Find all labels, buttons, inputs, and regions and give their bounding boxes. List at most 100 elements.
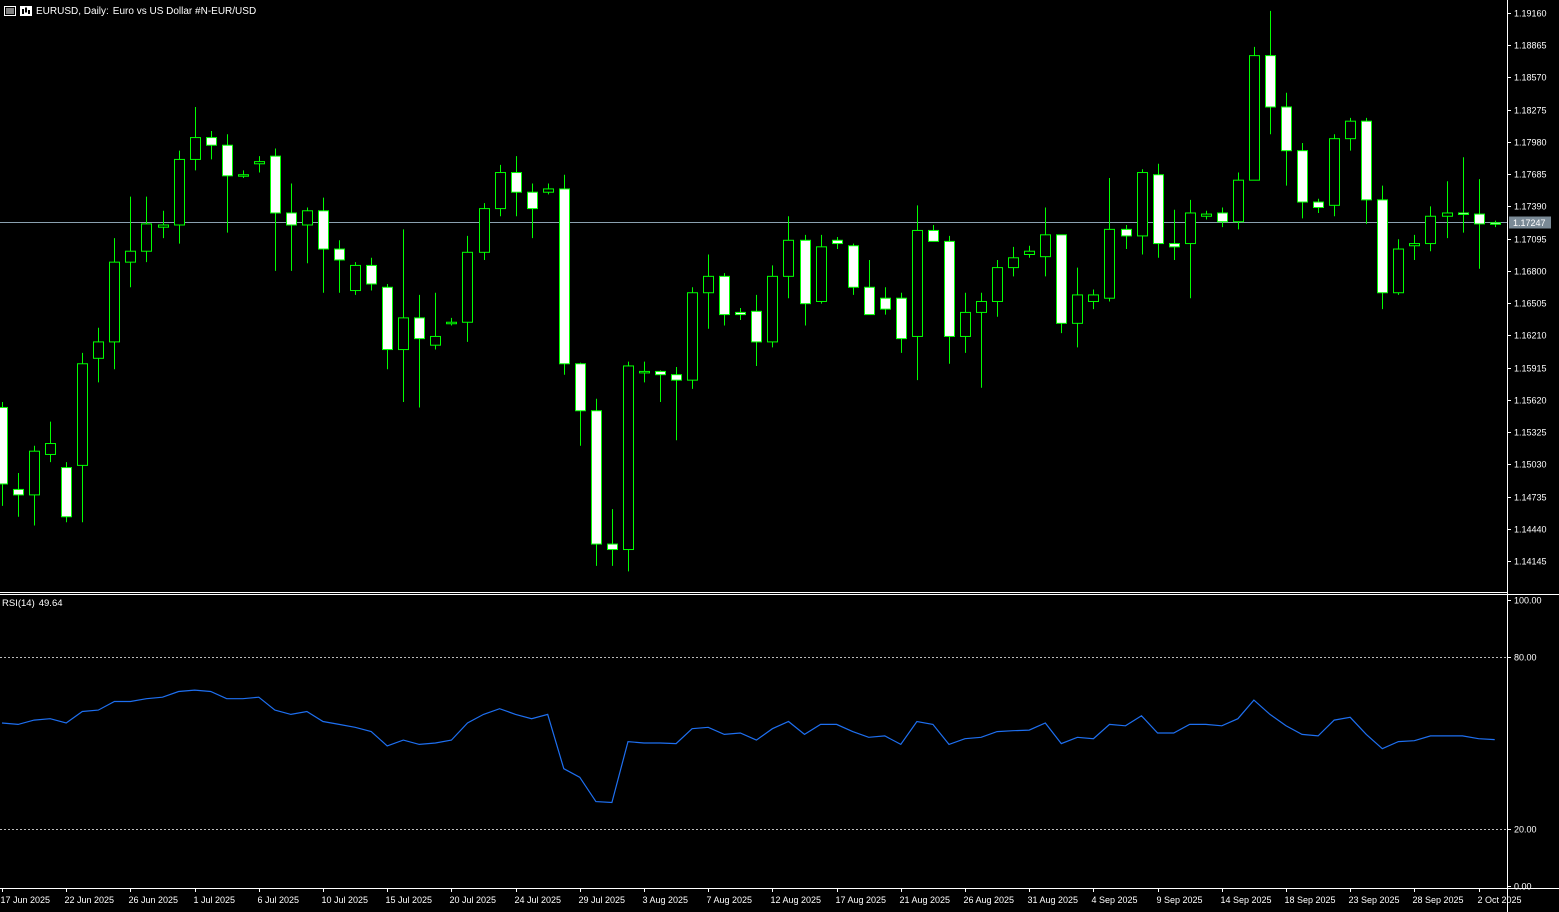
candle-bull[interactable]: [1345, 120, 1356, 140]
candle-bear[interactable]: [655, 370, 666, 376]
candle-bear[interactable]: [928, 229, 939, 242]
time-tick-label: 17 Jun 2025: [1, 895, 51, 905]
candle-bear[interactable]: [800, 239, 811, 305]
candle-bull[interactable]: [302, 210, 313, 226]
candle-bull[interactable]: [93, 341, 104, 359]
candle-bear[interactable]: [1217, 212, 1228, 223]
candle-bull[interactable]: [783, 239, 794, 277]
candle-bull[interactable]: [1249, 55, 1260, 181]
candle-bull[interactable]: [350, 264, 361, 292]
candle-bull[interactable]: [1008, 257, 1019, 269]
candle-bear[interactable]: [1361, 120, 1372, 201]
candle-bull[interactable]: [1185, 212, 1196, 245]
candle-bear[interactable]: [751, 310, 762, 343]
candle-bear[interactable]: [0, 406, 8, 485]
candle-bull[interactable]: [976, 300, 987, 313]
candle-bear[interactable]: [735, 311, 746, 316]
candlestick-chart-icon[interactable]: [20, 6, 32, 16]
candle-bull[interactable]: [190, 137, 201, 160]
candle-bear[interactable]: [559, 188, 570, 365]
candle-bear[interactable]: [1490, 222, 1501, 225]
candle-bear[interactable]: [1169, 243, 1180, 248]
candle-bull[interactable]: [623, 365, 634, 551]
candle-bull[interactable]: [158, 224, 169, 228]
candle-bull[interactable]: [543, 188, 554, 193]
candle-bear[interactable]: [719, 275, 730, 316]
candle-bull[interactable]: [1393, 248, 1404, 294]
candle-bear[interactable]: [896, 297, 907, 340]
candle-bear[interactable]: [61, 467, 72, 518]
candle-bear[interactable]: [1297, 150, 1308, 203]
candle-bull[interactable]: [816, 246, 827, 302]
candle-bull[interactable]: [398, 317, 409, 351]
candle-bull[interactable]: [1024, 250, 1035, 255]
candle-bear[interactable]: [511, 172, 522, 193]
candle-bear[interactable]: [591, 410, 602, 545]
candle-bull[interactable]: [912, 229, 923, 337]
candle-bear[interactable]: [880, 297, 891, 310]
candle-bull[interactable]: [1425, 215, 1436, 245]
candle-bear[interactable]: [318, 210, 329, 250]
candle-bear[interactable]: [414, 317, 425, 340]
candle-bull[interactable]: [1104, 228, 1115, 299]
candle-bull[interactable]: [767, 275, 778, 343]
candle-bull[interactable]: [1442, 212, 1453, 217]
candle-bear[interactable]: [832, 239, 843, 245]
candle-bear[interactable]: [527, 191, 538, 210]
candle-bear[interactable]: [671, 374, 682, 381]
candle-bull[interactable]: [29, 450, 40, 496]
candle-bull[interactable]: [174, 158, 185, 226]
window-list-icon[interactable]: [4, 6, 16, 16]
rsi-tick-label: 100.00: [1514, 596, 1542, 606]
candle-bear[interactable]: [1377, 199, 1388, 294]
candle-bull[interactable]: [1409, 243, 1420, 247]
candle-bear[interactable]: [13, 488, 24, 496]
candle-bull[interactable]: [1072, 294, 1083, 324]
candle-bull[interactable]: [45, 443, 56, 455]
candle-bull[interactable]: [495, 172, 506, 210]
candle-bear[interactable]: [206, 137, 217, 146]
candle-bull[interactable]: [462, 251, 473, 323]
candle-bear[interactable]: [575, 363, 586, 412]
candle-bear[interactable]: [222, 144, 233, 177]
candle-bear[interactable]: [366, 264, 377, 285]
candle-bull[interactable]: [430, 335, 441, 346]
candle-bull[interactable]: [109, 261, 120, 343]
candle-bull[interactable]: [446, 321, 457, 325]
candle-bull[interactable]: [687, 292, 698, 381]
candle-bull[interactable]: [238, 174, 249, 177]
candle-bull[interactable]: [479, 208, 490, 253]
candle-bull[interactable]: [125, 250, 136, 263]
candle-bear[interactable]: [286, 212, 297, 226]
candle-bear[interactable]: [607, 543, 618, 551]
candle-bear[interactable]: [1458, 212, 1469, 215]
candle-bull[interactable]: [992, 267, 1003, 302]
candle-bear[interactable]: [270, 155, 281, 214]
candle-bull[interactable]: [77, 363, 88, 466]
time-tick-label: 29 Jul 2025: [579, 895, 626, 905]
candle-bear[interactable]: [1474, 213, 1485, 225]
candle-bear[interactable]: [848, 245, 859, 288]
candle-bull[interactable]: [254, 161, 265, 165]
candle-bull[interactable]: [1088, 294, 1099, 302]
candle-bull[interactable]: [1040, 234, 1051, 258]
candle-bull[interactable]: [1137, 172, 1148, 237]
candle-bear[interactable]: [1281, 106, 1292, 152]
candle-bear[interactable]: [1121, 228, 1132, 237]
candle-bull[interactable]: [639, 370, 650, 374]
candle-bear[interactable]: [944, 240, 955, 337]
candle-bear[interactable]: [1313, 201, 1324, 209]
candle-bull[interactable]: [141, 223, 152, 252]
candle-bear[interactable]: [382, 286, 393, 351]
candle-bull[interactable]: [1201, 213, 1212, 217]
candle-bull[interactable]: [703, 275, 714, 294]
candle-bull[interactable]: [960, 311, 971, 337]
candle-bear[interactable]: [1265, 55, 1276, 108]
candle-bull[interactable]: [1233, 179, 1244, 223]
candle-bear[interactable]: [334, 248, 345, 261]
candle-bear[interactable]: [1153, 174, 1164, 245]
candle-bull[interactable]: [1329, 138, 1340, 206]
candle-bear[interactable]: [864, 286, 875, 316]
candle-bear[interactable]: [1056, 234, 1067, 324]
